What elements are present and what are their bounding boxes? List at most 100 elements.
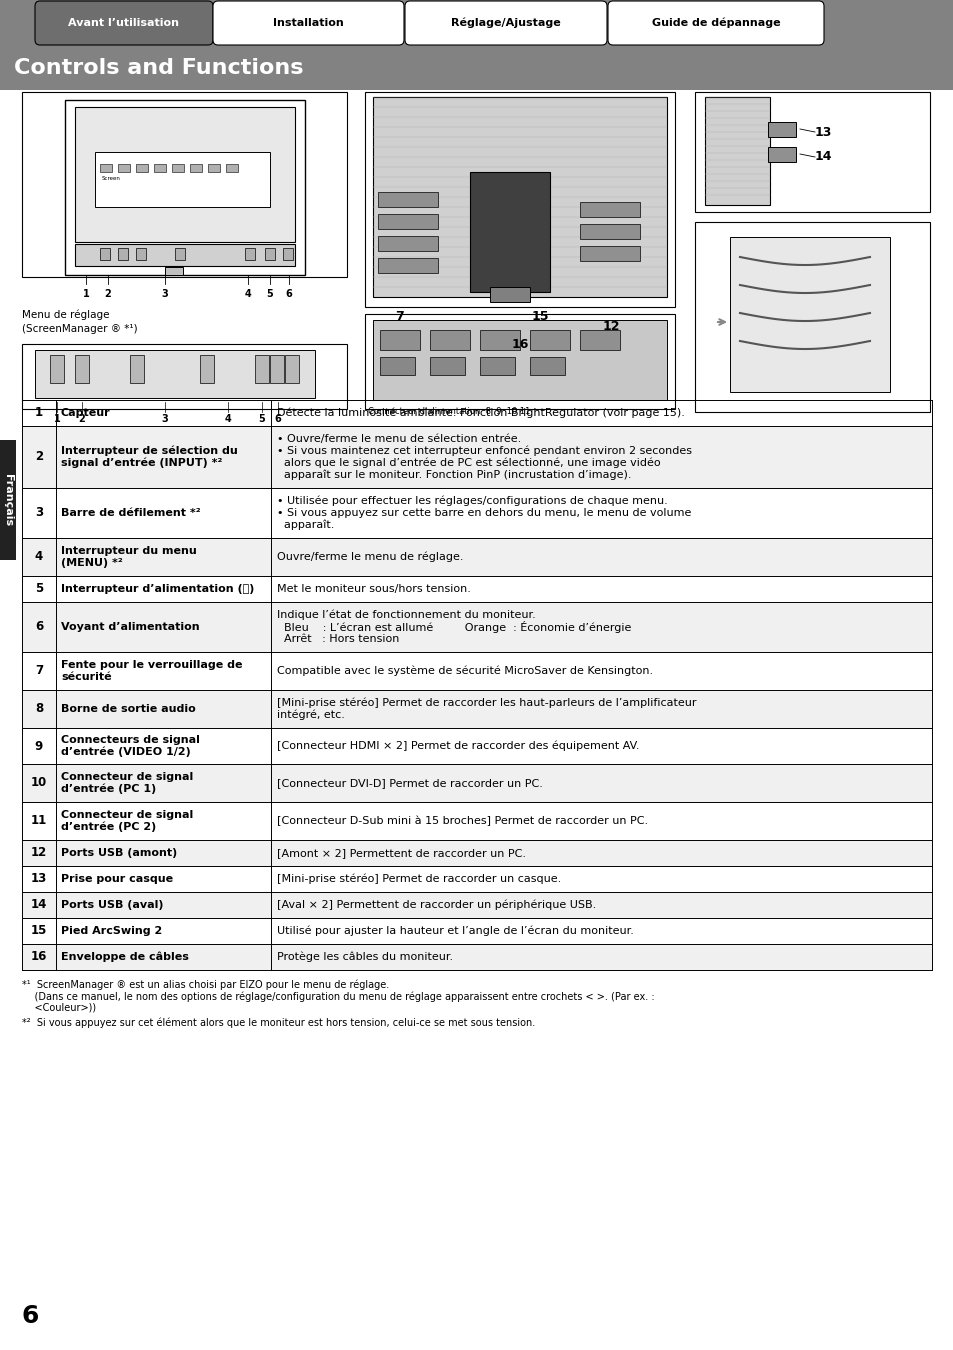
Text: (ScreenManager ® *¹): (ScreenManager ® *¹)	[22, 324, 137, 333]
Bar	[377, 236, 437, 251]
Bar	[165, 267, 183, 275]
Text: 9: 9	[35, 740, 43, 752]
Bar	[22, 840, 931, 865]
Bar	[190, 163, 202, 171]
Text: Installation: Installation	[273, 18, 343, 28]
Bar	[265, 248, 274, 261]
Text: (MENU) *²: (MENU) *²	[61, 558, 123, 568]
Text: Bleu    : L’écran est allumé         Orange  : Économie d’énergie: Bleu : L’écran est allumé Orange : Écono…	[276, 621, 631, 633]
Bar	[22, 602, 931, 652]
Bar	[373, 320, 666, 400]
Text: Connecteur de signal: Connecteur de signal	[61, 810, 193, 819]
Text: d’entrée (VIDEO 1/2): d’entrée (VIDEO 1/2)	[61, 747, 191, 757]
Bar	[767, 122, 795, 136]
FancyBboxPatch shape	[607, 1, 823, 45]
Bar	[118, 163, 130, 171]
Text: 14: 14	[30, 899, 47, 911]
Text: Français: Français	[3, 474, 13, 526]
Bar	[530, 356, 564, 375]
Text: 13: 13	[30, 872, 47, 886]
Text: 10: 10	[30, 776, 47, 790]
Bar	[75, 244, 294, 266]
Text: [Connecteur DVI-D] Permet de raccorder un PC.: [Connecteur DVI-D] Permet de raccorder u…	[276, 778, 542, 788]
Text: 4: 4	[244, 289, 251, 298]
Bar	[470, 171, 550, 292]
Bar	[75, 107, 294, 242]
Text: 1: 1	[35, 406, 43, 420]
Bar	[75, 355, 89, 383]
Text: Prise pour casque: Prise pour casque	[61, 873, 172, 884]
Text: 2: 2	[78, 414, 85, 424]
Bar	[0, 0, 953, 90]
FancyBboxPatch shape	[405, 1, 606, 45]
Bar	[579, 202, 639, 217]
Text: Fente pour le verrouillage de: Fente pour le verrouillage de	[61, 660, 242, 670]
Bar	[285, 355, 298, 383]
Bar	[704, 97, 769, 205]
Text: 5: 5	[266, 289, 274, 298]
Bar	[130, 355, 144, 383]
Text: Indique l’état de fonctionnement du moniteur.: Indique l’état de fonctionnement du moni…	[276, 610, 536, 620]
Text: 11: 11	[30, 814, 47, 828]
Text: [Mini-prise stéréo] Permet de raccorder les haut-parleurs de l’amplificateur: [Mini-prise stéréo] Permet de raccorder …	[276, 698, 696, 709]
Bar	[365, 315, 675, 409]
Text: 7: 7	[35, 664, 43, 678]
Bar	[22, 690, 931, 728]
Bar	[22, 892, 931, 918]
Text: [Aval × 2] Permettent de raccorder un périphérique USB.: [Aval × 2] Permettent de raccorder un pé…	[276, 899, 596, 910]
Text: 4: 4	[35, 551, 43, 563]
Text: Interrupteur de sélection du: Interrupteur de sélection du	[61, 446, 237, 456]
Bar	[377, 215, 437, 230]
Bar	[208, 163, 220, 171]
Bar	[22, 652, 931, 690]
Bar	[530, 329, 569, 350]
Text: 15: 15	[30, 925, 47, 937]
Bar	[22, 728, 931, 764]
Bar	[373, 97, 666, 297]
Text: 16: 16	[30, 950, 47, 964]
Bar	[245, 248, 254, 261]
Text: 8: 8	[35, 702, 43, 716]
Bar	[200, 355, 213, 383]
Text: 3: 3	[161, 414, 168, 424]
Text: *¹  ScreenManager ® est un alias choisi par EIZO pour le menu de réglage.: *¹ ScreenManager ® est un alias choisi p…	[22, 980, 389, 991]
Bar	[100, 248, 110, 261]
Bar	[0, 46, 953, 90]
Text: [Connecteur HDMI × 2] Permet de raccorder des équipement AV.: [Connecteur HDMI × 2] Permet de raccorde…	[276, 741, 639, 751]
Text: Connecteurs de signal: Connecteurs de signal	[61, 734, 200, 745]
Bar	[22, 764, 931, 802]
Bar	[50, 355, 64, 383]
Text: 5: 5	[258, 414, 265, 424]
Bar	[118, 248, 128, 261]
Bar	[22, 92, 347, 277]
Text: 14: 14	[814, 150, 832, 163]
Bar	[22, 487, 931, 539]
Text: 2: 2	[35, 451, 43, 463]
Text: intégré, etc.: intégré, etc.	[276, 710, 345, 721]
Bar	[695, 92, 929, 212]
Text: Interrupteur d’alimentation (⏻): Interrupteur d’alimentation (⏻)	[61, 585, 254, 594]
Text: [Amont × 2] Permettent de raccorder un PC.: [Amont × 2] Permettent de raccorder un P…	[276, 848, 525, 859]
Text: 6: 6	[35, 621, 43, 633]
Text: 1: 1	[53, 414, 60, 424]
Bar	[95, 153, 270, 207]
Bar	[379, 356, 415, 375]
Text: 12: 12	[602, 320, 619, 333]
Text: Borne de sortie audio: Borne de sortie audio	[61, 703, 195, 714]
Bar	[22, 344, 347, 409]
Bar	[35, 350, 314, 398]
Text: Pied ArcSwing 2: Pied ArcSwing 2	[61, 926, 162, 936]
Text: 13: 13	[814, 126, 832, 139]
FancyBboxPatch shape	[35, 1, 213, 45]
Text: • Si vous maintenez cet interrupteur enfoncé pendant environ 2 secondes: • Si vous maintenez cet interrupteur enf…	[276, 446, 691, 456]
Text: [Mini-prise stéréo] Permet de raccorder un casque.: [Mini-prise stéréo] Permet de raccorder …	[276, 873, 560, 884]
Text: 3: 3	[161, 289, 168, 298]
Text: 7: 7	[395, 310, 404, 324]
Text: 16: 16	[511, 339, 528, 351]
Text: Ouvre/ferme le menu de réglage.: Ouvre/ferme le menu de réglage.	[276, 552, 463, 562]
Text: 5: 5	[35, 582, 43, 595]
Bar	[579, 329, 619, 350]
Bar	[226, 163, 237, 171]
Bar	[270, 355, 284, 383]
Text: Enveloppe de câbles: Enveloppe de câbles	[61, 952, 189, 963]
